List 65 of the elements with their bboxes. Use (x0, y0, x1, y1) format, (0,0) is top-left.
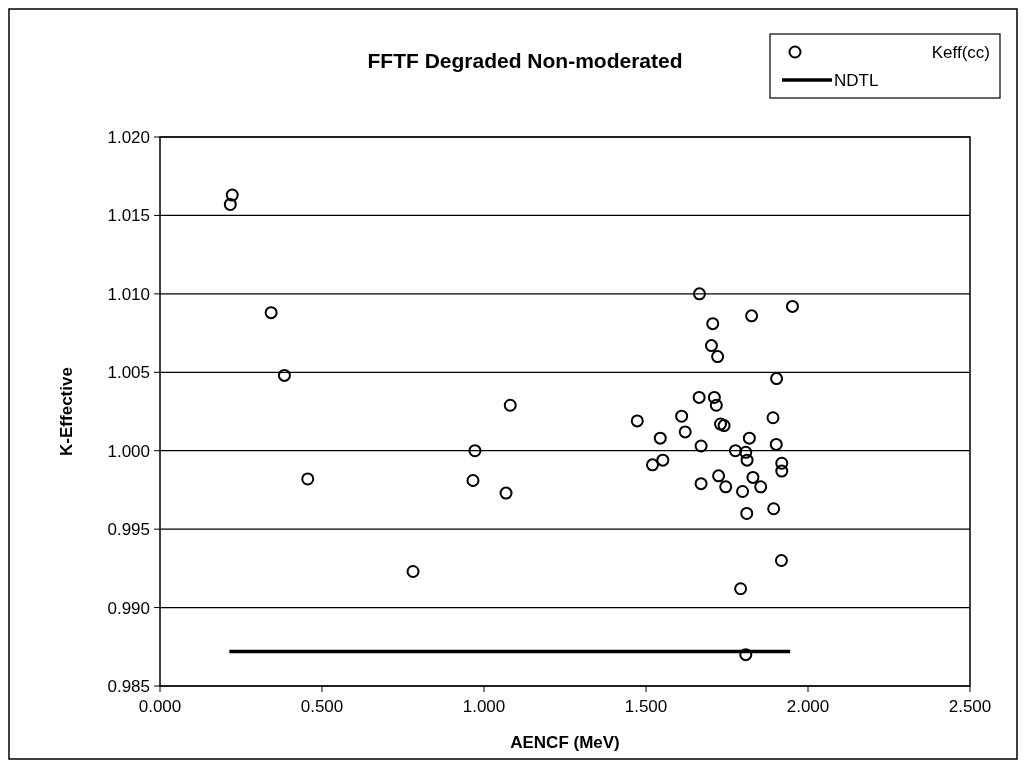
point (739, 648, 753, 662)
point (675, 409, 689, 423)
y-tick-label: 0.990 (107, 598, 150, 618)
point (694, 477, 708, 491)
point (745, 309, 759, 323)
point (692, 287, 706, 301)
point (719, 480, 733, 494)
point (223, 197, 237, 211)
y-tick-label: 0.985 (107, 677, 150, 696)
chart-title: FFTF Degraded Non-moderated (367, 49, 683, 72)
y-axis-title: K-Effective (57, 367, 76, 456)
point (740, 453, 754, 467)
point (767, 502, 781, 516)
y-tick-label: 1.015 (107, 206, 150, 226)
point (785, 299, 799, 313)
point (740, 506, 754, 520)
text: Keff(cc) (931, 43, 990, 62)
legend-label: NDTL (834, 71, 879, 90)
point (468, 444, 482, 458)
point (766, 411, 780, 425)
point (707, 390, 721, 404)
y-tick-label: 1.000 (107, 441, 150, 461)
point (225, 188, 239, 202)
x-tick-label: 0.000 (138, 697, 182, 716)
point (775, 464, 789, 478)
x-tick-label: 2.000 (786, 697, 830, 716)
point (503, 398, 517, 412)
point (630, 414, 644, 428)
point (264, 306, 278, 320)
point (704, 339, 718, 353)
y-tick-label: 0.995 (107, 520, 150, 540)
point (746, 470, 760, 484)
point (706, 317, 720, 331)
point (678, 425, 692, 439)
point (499, 486, 513, 500)
point (739, 445, 753, 459)
point (709, 398, 723, 412)
point (736, 485, 750, 498)
point (466, 474, 480, 488)
point (775, 456, 789, 470)
point (728, 444, 742, 458)
point (734, 582, 748, 596)
point (754, 480, 768, 494)
point (694, 439, 708, 453)
point (301, 472, 315, 486)
point (774, 554, 788, 568)
point (712, 469, 726, 483)
x-tick-label: 2.500 (948, 697, 992, 716)
x-tick-label: 1.000 (462, 697, 506, 716)
x-tick-label: 0.500 (300, 697, 344, 716)
point (406, 564, 420, 578)
point (742, 431, 756, 445)
point (711, 350, 725, 364)
y-tick-label: 1.020 (107, 128, 150, 147)
x-axis-title: AENCF (MeV) (510, 733, 620, 752)
y-tick-label: 1.010 (107, 284, 150, 304)
point (645, 458, 659, 472)
point (656, 453, 670, 467)
point (277, 368, 291, 382)
y-tick-label: 1.005 (107, 363, 150, 383)
point (770, 372, 784, 386)
point (769, 437, 783, 451)
point (692, 390, 706, 404)
point (653, 431, 667, 445)
x-tick-label: 1.500 (624, 697, 668, 716)
